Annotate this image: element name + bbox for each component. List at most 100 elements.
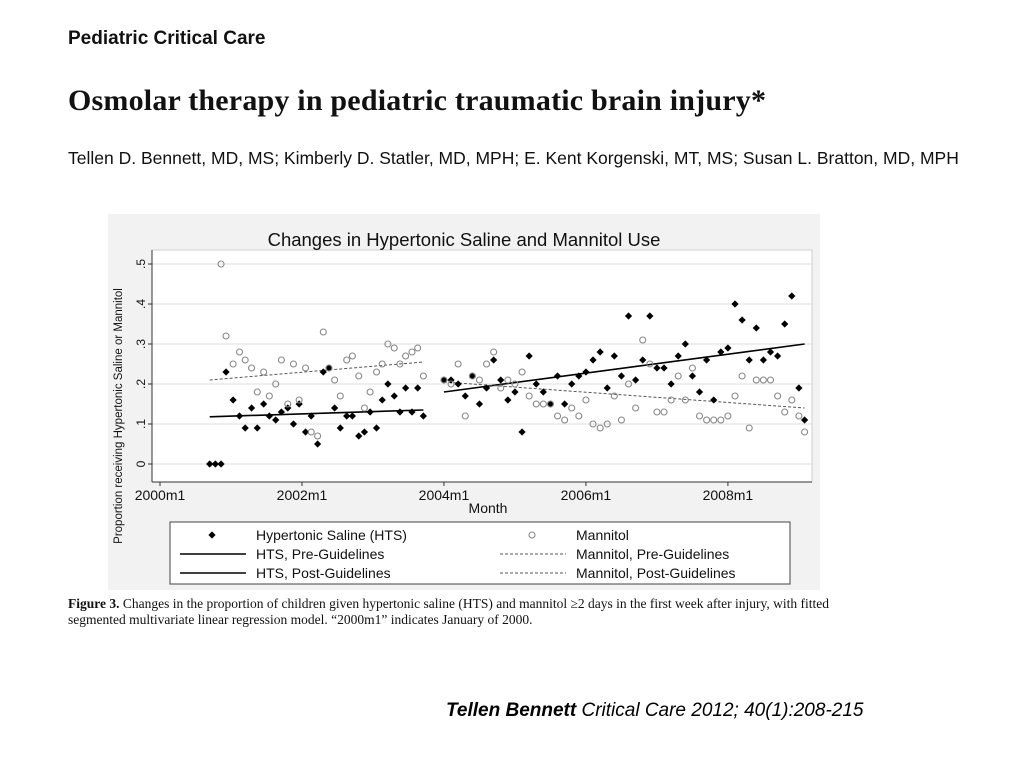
hts-point [781,320,789,328]
article-title: Osmolar therapy in pediatric traumatic b… [68,84,767,117]
mannitol-point [546,400,554,408]
mannitol-point [366,388,374,396]
mannitol-point [532,400,540,408]
hts-point [313,440,322,448]
mannitol-point [766,376,775,384]
mannitol-point [603,420,611,428]
hts-point [265,412,273,420]
hts-point [402,384,410,392]
hts-point [589,356,597,364]
hts-point [561,400,569,408]
hts-point [277,408,285,416]
y-tick-label: .3 [134,339,148,349]
mannitol-point [454,360,462,368]
citation: Tellen Bennett Critical Care 2012; 40(1)… [446,700,863,722]
mannitol-point [504,376,512,384]
mannitol-point [674,372,682,380]
hts-point [307,412,315,420]
hts-point [553,372,562,380]
mannitol-point [617,416,625,424]
x-tick-label: 2004m1 [419,487,470,503]
hts-point [532,380,540,388]
mannitol-point [610,392,618,400]
hts-point [319,368,327,376]
hts-point [603,384,611,392]
hts-point [695,388,704,396]
hts-point [653,364,661,372]
chart-marks [206,260,809,468]
hts-point [222,368,230,376]
hts-point [482,384,491,392]
hts-point [396,408,404,416]
hts-point [331,404,339,412]
hts-point [766,348,775,356]
mannitol-point [248,364,256,372]
mannitol-point [475,376,484,384]
journal-name: Pediatric Critical Care [68,28,266,49]
mannitol-point [568,404,576,412]
fit-line-mannitol-pre-guidelines [209,361,424,381]
mannitol-point [518,368,526,376]
mannitol-point [539,400,547,408]
figure-caption-label: Figure 3. [68,596,120,611]
hts-point [582,368,590,376]
chart-title: Changes in Hypertonic Saline and Mannito… [268,229,661,250]
y-tick-label: 0 [134,460,148,467]
mannitol-point [384,340,392,348]
mannitol-point [241,356,249,364]
hts-point [253,424,261,432]
hts-point [247,404,256,412]
y-tick-label: .1 [134,419,148,429]
mannitol-point [646,360,654,368]
hts-point [475,400,484,408]
hts-point [414,384,422,392]
mannitol-point [788,396,796,404]
x-tick-label: 2008m1 [703,487,754,503]
mannitol-point [396,360,404,368]
hts-point [724,344,732,352]
hts-point [440,376,448,384]
hts-point [624,312,633,320]
hts-point [800,416,809,424]
hts-point [759,356,768,364]
mannitol-point [639,336,647,344]
mannitol-point [277,356,285,364]
hts-point [511,388,519,396]
mannitol-point [525,392,533,400]
mannitol-point [253,388,261,396]
hts-point [454,380,462,388]
hts-mannitol-chart: 0 .1 .2 .3 .4 .5 2000m1 2002m1 2004m1 2006m1 2008m… [113,229,813,585]
hts-point [468,372,476,380]
mannitol-point [272,380,280,388]
mannitol-point [575,412,583,420]
mannitol-point [703,416,711,424]
mannitol-point [695,412,704,420]
legend-label-mannitol-post-guidelines: Mannitol, Post-Guidelines [576,565,736,581]
hts-point [575,372,583,380]
hts-point [336,424,344,432]
mannitol-point [222,332,230,340]
plot-area [151,249,813,483]
citation-source: Critical Care 2012; 40(1):208-215 [576,700,864,721]
mannitol-point [632,404,640,412]
mannitol-point [348,352,356,360]
mannitol-point [561,416,569,424]
mannitol-point [447,380,455,388]
y-tick-label: .4 [134,299,148,309]
article-authors: Tellen D. Bennett, MD, MS; Kimberly D. S… [68,148,959,168]
hts-point [419,412,427,420]
hts-point [325,364,333,372]
hts-point [674,352,682,360]
mannitol-point [461,412,469,420]
mannitol-point [511,380,519,388]
hts-point [461,392,469,400]
mannitol-point [325,364,333,372]
gridlines [152,263,812,465]
hts-point [355,432,363,440]
mannitol-point [390,344,398,352]
hts-point [660,364,668,372]
mannitol-point [795,412,803,420]
y-tick-label: .2 [134,379,148,389]
mannitol-point [265,392,273,400]
mannitol-point [289,360,298,368]
